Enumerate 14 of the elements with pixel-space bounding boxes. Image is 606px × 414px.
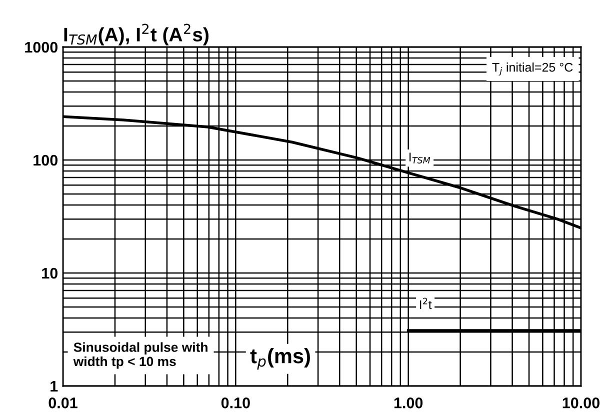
annotation: T$_{j}$ initial=25 °C [492, 62, 573, 76]
x-tick-label: 1.00 [394, 398, 423, 408]
y-tick-label: 1000 [25, 42, 58, 53]
x-axis-title: t$_{p}$(ms) [250, 348, 310, 370]
y-tick-label: 1 [50, 381, 58, 392]
x-tick-label: 0.01 [48, 398, 78, 408]
y-tick-label: 10 [42, 268, 58, 279]
x-tick-label: 0.10 [221, 398, 250, 408]
y-tick-label: 100 [34, 154, 58, 166]
chart-title: I$_{TSM}$(A), I$^{2}$t (A$^{2}$s) [64, 24, 208, 46]
annotation: Sinusoidal pulse with width tp < 10 ms [73, 342, 208, 369]
x-tick-label: 10.00 [562, 398, 600, 408]
series-label: I$_{TSM}$ [409, 152, 430, 164]
series-label: I$^{2}$t [420, 298, 432, 310]
